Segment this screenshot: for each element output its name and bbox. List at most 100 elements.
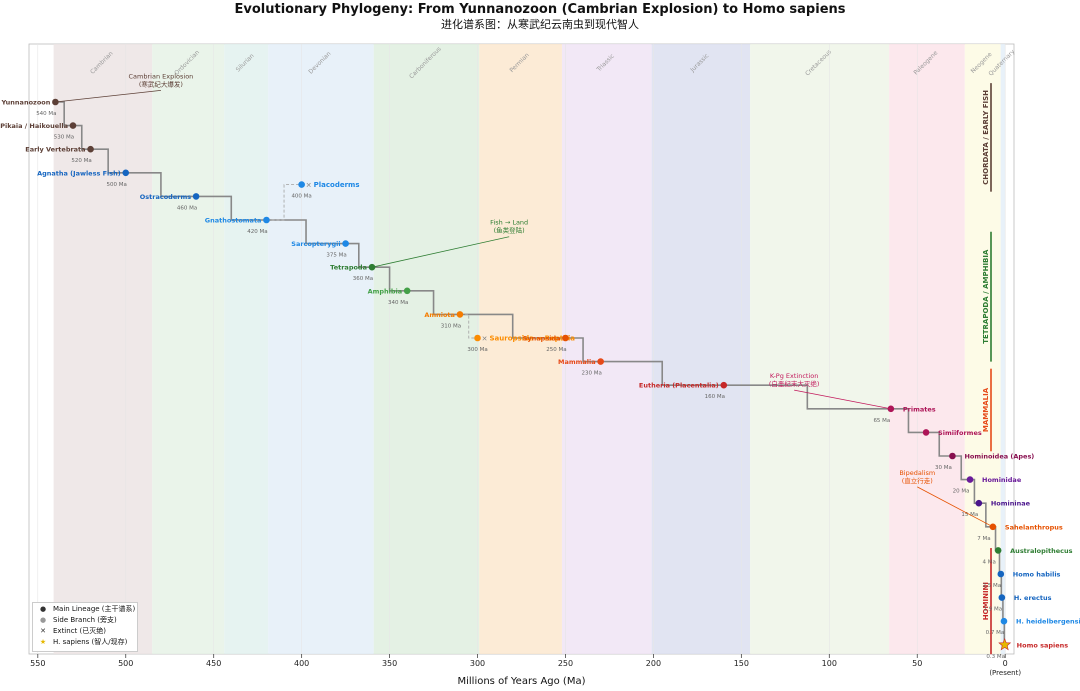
annotation-text: (直立行走): [902, 476, 933, 485]
lineage-label: Homo habilis: [1013, 571, 1061, 579]
lineage-ma-label: 460 Ma: [177, 205, 197, 211]
lineage-node: [263, 216, 270, 224]
period-band: [1000, 44, 1006, 654]
present-label: (Present): [989, 669, 1021, 677]
lineage-ma-label: 30 Ma: [935, 465, 952, 471]
x-tick-label: 50: [912, 659, 922, 668]
lineage-ma-label: 420 Ma: [247, 229, 267, 235]
legend: ● Main Lineage (主干谱系) ● Side Branch (旁支)…: [32, 602, 138, 652]
lineage-node: [69, 122, 77, 129]
x-tick-label: 200: [646, 659, 661, 668]
lineage-ma-label: 0.3 Ma: [986, 654, 1005, 660]
side-branch-label: Placoderms: [314, 181, 360, 189]
annotation-text: Fish → Land: [490, 219, 528, 227]
lineage-label: Simiiformes: [938, 429, 982, 437]
lineage-label: H. erectus: [1014, 594, 1052, 602]
lineage-label: Australopithecus: [1010, 547, 1072, 555]
period-band: [561, 44, 652, 654]
side-branch-node: [474, 334, 481, 342]
lineage-node: [192, 193, 200, 200]
lineage-ma-label: 310 Ma: [441, 323, 461, 329]
lineage-label: Ostracoderms: [140, 193, 191, 201]
lineage-node: [998, 594, 1006, 601]
side-branch-ma-label: 400 Ma: [291, 194, 311, 200]
lineage-label: Tetrapoda: [330, 264, 367, 272]
lineage-node: [597, 358, 604, 365]
period-band: [479, 44, 562, 654]
lineage-node: [994, 547, 1002, 554]
annotation-text: (鱼类登陆): [494, 226, 525, 235]
lineage-ma-label: 20 Ma: [953, 489, 970, 495]
period-band: [889, 44, 965, 654]
period-band: [373, 44, 480, 654]
group-label: CHORDATA / EARLY FISH: [982, 90, 990, 185]
annotation-arrow: [917, 486, 994, 528]
lineage-node: [122, 169, 130, 177]
homo-sapiens-star-icon: [998, 637, 1012, 651]
period-band: [750, 44, 890, 654]
lineage-node: [342, 240, 349, 247]
lineage-label: Gnathostomata: [205, 217, 262, 225]
x-tick-label: 0: [1003, 659, 1008, 668]
x-tick-label: 100: [822, 659, 837, 668]
side-branch-node: [298, 181, 305, 188]
x-tick-label: 500: [118, 659, 133, 668]
extinct-mark: ✕: [306, 182, 312, 190]
legend-dot-icon: ●: [39, 604, 47, 613]
lineage-label: Eutheria (Placentalia): [639, 382, 719, 390]
lineage-ma-label: 530 Ma: [54, 135, 74, 141]
annotation-text: (寒武纪大爆发): [139, 79, 183, 88]
legend-label: Main Lineage (主干谱系): [53, 604, 136, 613]
annotation-text: K-Pg Extinction: [770, 372, 819, 380]
lineage-label: Amniota: [424, 311, 455, 319]
side-branch-connector: [459, 313, 478, 339]
lineage-connector: [55, 101, 1006, 646]
period-band: [224, 44, 269, 654]
lineage-node: [1000, 617, 1008, 625]
x-tick-label: 550: [30, 659, 45, 668]
period-band: [268, 44, 374, 654]
lineage-label: Homo sapiens: [1017, 641, 1069, 649]
annotation-arrow: [794, 389, 891, 410]
lineage-ma-label: 230 Ma: [581, 371, 601, 377]
lineage-label: Mammalia: [558, 358, 596, 366]
lineage-ma-label: 0.7 Ma: [986, 630, 1005, 636]
lineage-label: Sahelanthropus: [1005, 523, 1063, 531]
period-band: [53, 44, 153, 654]
lineage-label: Pikaia / Haikouella: [0, 122, 68, 130]
lineage-node: [949, 452, 956, 460]
lineage-label: Synapsida: [523, 335, 561, 343]
lineage-label: Early Vertebrata: [25, 146, 85, 154]
lineage-ma-label: 1.9 Ma: [984, 607, 1003, 613]
x-tick-label: 400: [294, 659, 309, 668]
legend-item: ● Main Lineage (主干谱系): [33, 603, 137, 614]
group-label: HOMININI: [982, 582, 990, 620]
lineage-ma-label: 500 Ma: [107, 182, 127, 188]
lineage-ma-label: 160 Ma: [705, 394, 725, 400]
lineage-ma-label: 540 Ma: [36, 111, 56, 117]
side-branch-connector: [266, 184, 302, 221]
annotation-text: (白垩纪末大灭绝): [769, 379, 820, 388]
side-branch-ma-label: 300 Ma: [467, 347, 487, 353]
lineage-ma-label: 520 Ma: [71, 158, 91, 164]
lineage-ma-label: 250 Ma: [546, 347, 566, 353]
legend-label: Extinct (已灭绝): [53, 626, 106, 635]
legend-item: ★ H. sapiens (智人/现存): [33, 636, 137, 647]
lineage-label: Hominidae: [982, 476, 1022, 484]
chart-title: Evolutionary Phylogeny: From Yunnanozoon…: [234, 2, 846, 17]
lineage-node: [403, 287, 411, 295]
lineage-label: Agnatha (Jawless Fish): [37, 169, 121, 177]
legend-item: ● Side Branch (旁支): [33, 614, 137, 625]
lineage-ma-label: 7 Ma: [977, 536, 990, 542]
lineage-ma-label: 340 Ma: [388, 300, 408, 306]
annotation-text: Bipedalism: [899, 469, 935, 477]
legend-star-icon: ★: [39, 637, 47, 646]
lineage-node: [562, 334, 569, 342]
lineage-ma-label: 375 Ma: [326, 253, 346, 259]
lineage-label: Primates: [903, 405, 936, 413]
lineage-ma-label: 15 Ma: [961, 512, 978, 518]
lineage-node: [720, 381, 728, 389]
lineage-node: [975, 499, 983, 507]
lineage-ma-label: 2.5 Ma: [982, 583, 1001, 589]
